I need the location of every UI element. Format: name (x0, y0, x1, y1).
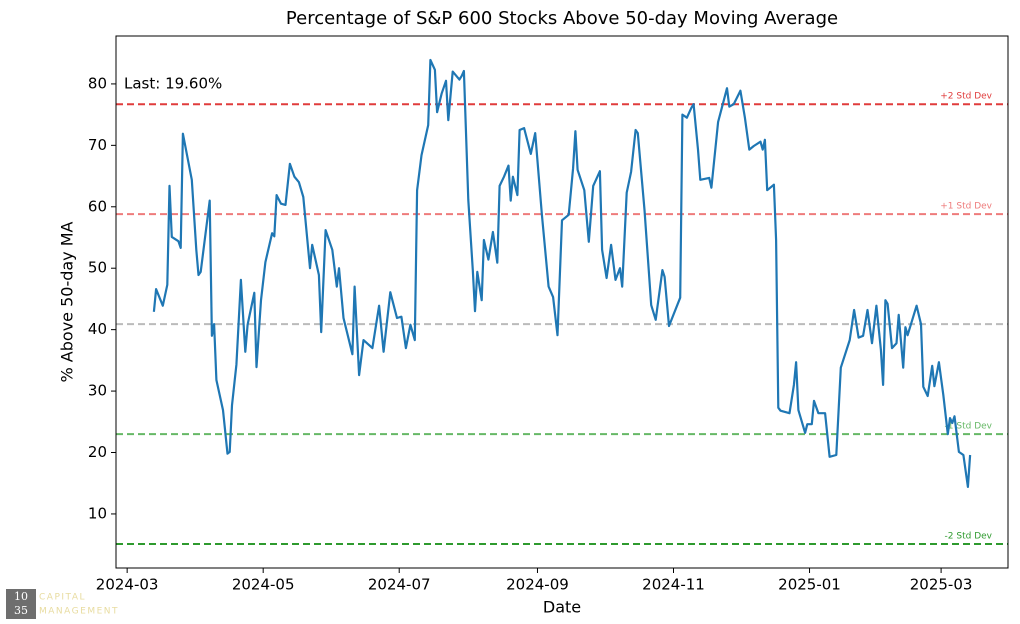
logo-number: 35 (14, 604, 28, 617)
x-tick-label: 2024-11 (642, 576, 705, 594)
reference-label: -1 Std Dev (945, 422, 993, 432)
x-tick-label: 2024-09 (506, 576, 569, 594)
reference-label: +1 Std Dev (940, 202, 992, 212)
reference-label: +2 Std Dev (940, 92, 992, 102)
x-tick-label: 2025-01 (778, 576, 841, 594)
y-tick-label: 40 (88, 320, 107, 338)
x-tick-label: 2025-03 (910, 576, 973, 594)
y-tick-label: 60 (88, 197, 107, 215)
y-tick-label: 70 (88, 136, 107, 154)
logo-text: CAPITAL (39, 593, 86, 603)
x-axis-label: Date (543, 598, 581, 617)
x-tick-label: 2024-03 (96, 576, 159, 594)
y-tick-label: 80 (88, 74, 107, 92)
annotation: Last: 19.60% (124, 75, 222, 93)
y-tick-label: 20 (88, 443, 107, 461)
logo-box (6, 589, 36, 619)
logo-number: 10 (14, 590, 28, 603)
data-line (152, 58, 972, 488)
watermark: 10 35 CAPITAL MANAGEMENT (6, 589, 119, 619)
y-tick-label: 50 (88, 259, 107, 277)
y-axis-label: % Above 50-day MA (58, 221, 77, 382)
logo-text: MANAGEMENT (39, 607, 119, 617)
y-tick-label: 10 (88, 504, 107, 522)
plot-frame (115, 35, 1009, 569)
y-tick-label: 30 (88, 382, 107, 400)
reference-label: -2 Std Dev (945, 532, 993, 542)
x-tick-label: 2024-07 (368, 576, 431, 594)
chart-title: Percentage of S&P 600 Stocks Above 50-da… (286, 8, 838, 29)
x-tick-label: 2024-05 (232, 576, 295, 594)
